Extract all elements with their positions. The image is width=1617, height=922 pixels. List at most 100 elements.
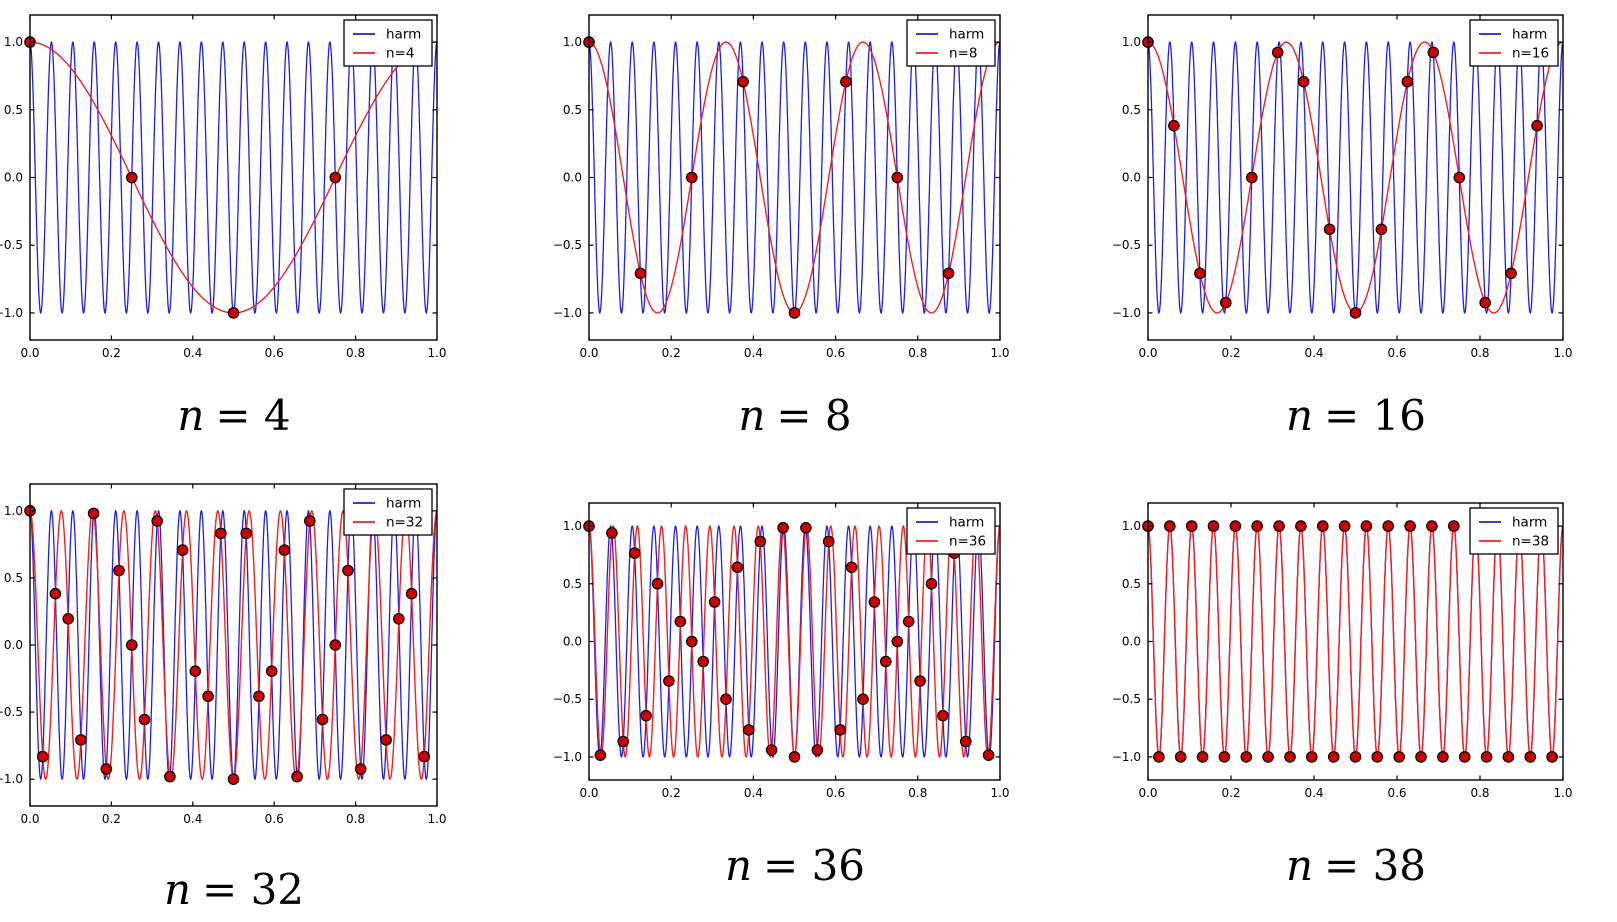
sample-dot — [937, 709, 949, 722]
legend-harm-label: harm — [386, 27, 421, 43]
sample-dot — [737, 75, 749, 88]
sample-dot — [1401, 75, 1414, 88]
plot-n36: 0.0 0.2 0.4 0.6 0.8 1.0 1.0 0.5 0.0 −0.5 −1.0 harm n… — [553, 502, 1010, 800]
sample-dot — [686, 171, 698, 184]
legend-box — [906, 507, 996, 555]
y-tick-label: 0.5 — [563, 103, 582, 117]
alias-curve — [1147, 524, 1564, 759]
y-tick-label: 0.0 — [4, 638, 23, 652]
y-tick-label: −0.5 — [553, 692, 582, 706]
plot-n38: 0.0 0.2 0.4 0.6 0.8 1.0 1.0 0.5 0.0 −0.5 −1.0 harm n… — [1112, 502, 1573, 800]
sample-dot — [62, 613, 74, 625]
sample-dot — [1524, 751, 1537, 763]
harm-curve — [29, 509, 438, 781]
sample-dot — [113, 564, 125, 577]
sample-dot — [1393, 751, 1405, 763]
sample-dot — [731, 561, 744, 574]
sample-dot — [75, 734, 87, 746]
sample-dot — [868, 596, 881, 608]
y-tick-label: −0.5 — [1112, 692, 1141, 706]
sample-dot — [1447, 520, 1460, 532]
sample-dot — [1207, 520, 1220, 532]
y-tick-label: −0.5 — [1112, 238, 1141, 252]
x-tick-label: 0.0 — [579, 346, 598, 360]
sample-dot — [857, 693, 869, 705]
plot-n16: 0.0 0.2 0.4 0.6 0.8 1.0 1.0 0.5 0.0 −0.5 −1.0 harm n… — [1112, 14, 1573, 360]
sample-dot — [1502, 751, 1515, 763]
y-tick-label: 0.5 — [563, 577, 582, 591]
sample-dot — [329, 171, 342, 184]
caption-n4: n = 4 — [64, 391, 404, 440]
sample-dot — [942, 267, 955, 280]
sample-dot — [1437, 751, 1449, 763]
sample-dot — [594, 749, 607, 761]
sample-dot — [342, 564, 354, 577]
sample-dot — [1168, 119, 1180, 132]
sample-dot — [1262, 751, 1274, 763]
y-tick-label: −1.0 — [0, 306, 23, 320]
sample-dot — [1153, 751, 1165, 763]
sample-dot — [811, 744, 824, 756]
sample-dot — [1271, 46, 1284, 59]
caption-n32-eq: = 32 — [202, 865, 305, 914]
x-tick-label: 0.6 — [265, 812, 284, 826]
sample-dot — [202, 690, 214, 703]
sample-dot — [1371, 751, 1384, 763]
x-tick-label: 1.0 — [990, 346, 1009, 360]
harm-curve — [588, 40, 1001, 315]
y-tick-label: 1.0 — [563, 35, 582, 49]
sample-dot — [1375, 223, 1388, 236]
sample-dot — [1306, 751, 1318, 763]
legend-box — [906, 19, 996, 67]
sample-dot — [49, 587, 62, 600]
sample-dot — [1251, 520, 1263, 532]
sample-dot — [1163, 520, 1176, 532]
sample-dot — [606, 527, 618, 539]
sample-dot — [1284, 751, 1296, 763]
caption-n38-var: n — [1285, 841, 1314, 890]
sample-dot — [1220, 296, 1232, 309]
x-tick-label: 0.8 — [1470, 346, 1489, 360]
legend-alias-label: n=8 — [949, 46, 977, 62]
x-tick-label: 0.0 — [1138, 786, 1157, 800]
x-tick-label: 0.4 — [1304, 786, 1323, 800]
caption-n16-var: n — [1285, 391, 1314, 440]
sample-dot — [1453, 171, 1466, 184]
sample-dot — [100, 763, 113, 775]
sample-dot — [1458, 751, 1471, 763]
legend-alias-label: n=32 — [386, 515, 423, 531]
y-tick-label: −1.0 — [1112, 306, 1141, 320]
sample-dot — [708, 596, 721, 608]
y-tick-label: 1.0 — [563, 519, 582, 533]
caption-n8-var: n — [738, 391, 766, 440]
caption-n38: n = 38 — [1186, 841, 1526, 890]
x-tick-label: 0.4 — [744, 786, 763, 800]
sample-dot — [265, 665, 278, 677]
sample-dot — [914, 675, 926, 687]
sample-dot — [1218, 751, 1231, 763]
caption-n36-var: n — [724, 841, 753, 890]
caption-n16-eq: = 16 — [1324, 391, 1427, 440]
sample-dot — [1174, 751, 1187, 763]
sample-dot — [845, 561, 858, 574]
y-tick-label: 1.0 — [4, 35, 23, 49]
sample-dot — [982, 749, 995, 761]
caption-n4-var: n — [177, 391, 205, 440]
y-tick-label: 0.0 — [563, 171, 582, 185]
sample-dot — [834, 724, 846, 736]
legend-harm-label: harm — [949, 27, 984, 43]
legend-alias-label: n=36 — [949, 534, 986, 550]
sample-dot — [164, 770, 176, 783]
caption-n36: n = 36 — [625, 841, 965, 890]
x-tick-label: 0.8 — [346, 346, 365, 360]
sample-dot — [651, 578, 664, 590]
sample-dot — [1480, 751, 1493, 763]
sample-dot — [1349, 307, 1362, 319]
sample-dot — [253, 690, 265, 703]
sample-dot — [788, 307, 801, 319]
sample-dot — [959, 735, 972, 748]
sample-dot — [754, 535, 767, 548]
x-tick-label: 0.0 — [20, 812, 39, 826]
sample-dot — [278, 544, 291, 556]
sample-dot — [1323, 223, 1336, 236]
